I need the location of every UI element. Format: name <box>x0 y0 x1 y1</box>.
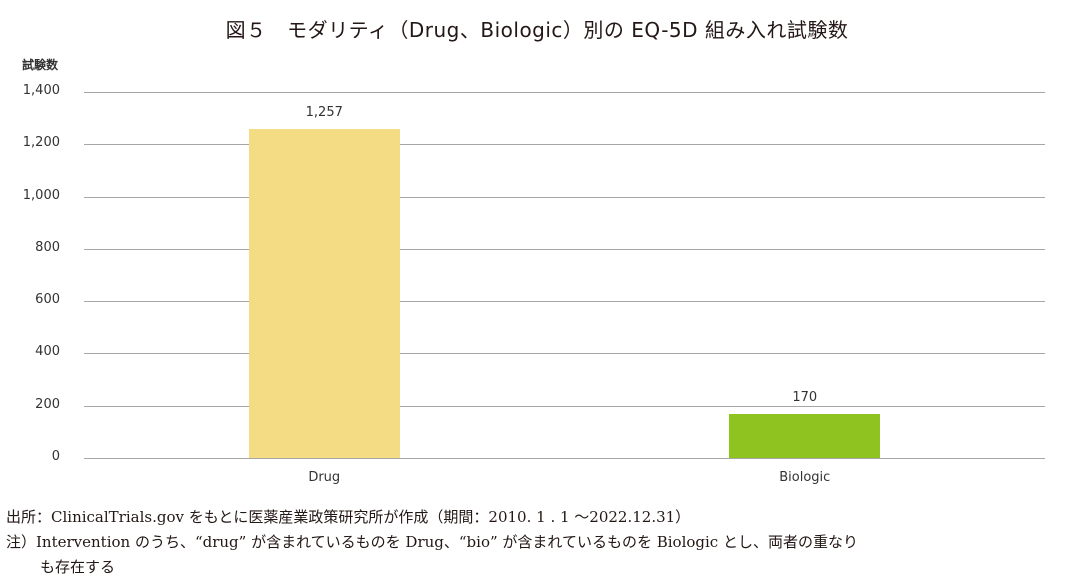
gridline <box>84 248 1045 250</box>
footnote-line-1: 注）Intervention のうち、“drug” が含まれているものを Dru… <box>6 533 858 551</box>
bar-biologic <box>729 413 881 458</box>
y-tick-label: 1,200 <box>22 135 60 151</box>
source-note: 出所：ClinicalTrials.gov をもとに医薬産業政策研究所が作成（期… <box>6 508 691 526</box>
chart-title: 図５ モダリティ（Drug、Biologic）別の EQ-5D 組み入れ試験数 <box>225 18 849 42</box>
y-tick-label: 800 <box>35 239 60 255</box>
x-category-label-drug: Drug <box>308 470 341 485</box>
y-tick-label: 1,400 <box>22 83 60 98</box>
y-tick-label: 1,000 <box>22 187 60 203</box>
y-tick-label: 0 <box>51 449 60 464</box>
gridline <box>84 458 1045 459</box>
gridline <box>84 196 1045 198</box>
y-tick-label: 600 <box>35 292 60 308</box>
gridline <box>84 301 1045 303</box>
footnote-line-2: も存在する <box>40 558 116 576</box>
bar-drug <box>248 129 400 458</box>
data-label-drug: 1,257 <box>305 105 343 121</box>
gridline <box>84 144 1045 146</box>
y-tick-label: 200 <box>35 396 60 412</box>
data-label-biologic: 170 <box>792 389 818 405</box>
gridline <box>84 353 1045 355</box>
gridline <box>84 92 1045 93</box>
y-axis-label: 試験数 <box>22 58 59 72</box>
plot-area: 0 200 400 600 800 1,000 1,200 1,400 1,257 170 <box>23 83 1045 464</box>
gridline <box>84 405 1045 407</box>
x-category-label-biologic: Biologic <box>779 470 831 485</box>
y-tick-label: 400 <box>35 344 60 360</box>
